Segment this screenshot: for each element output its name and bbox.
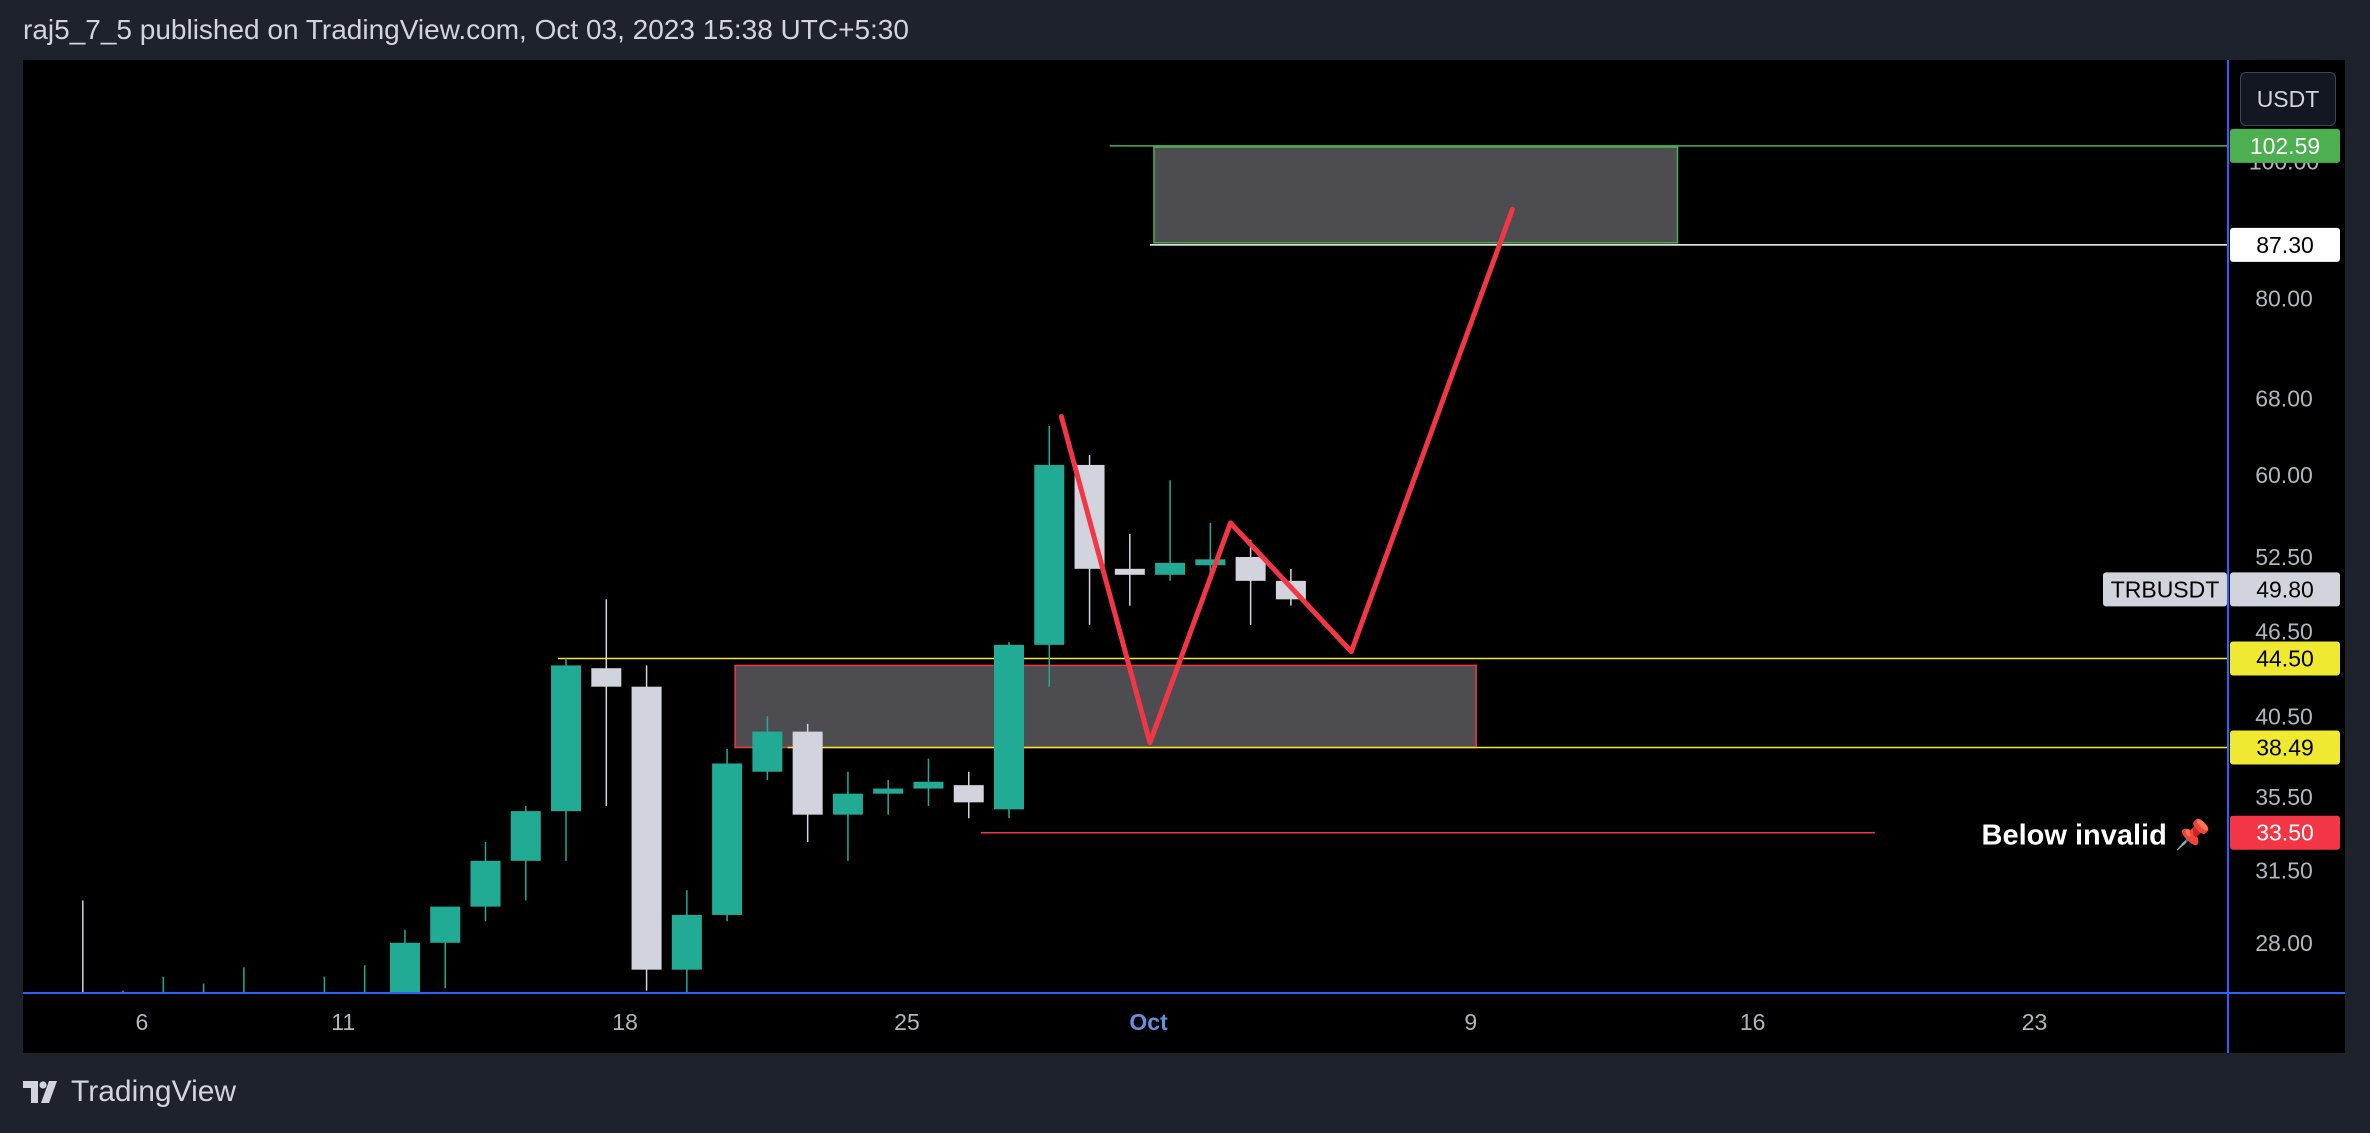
candle-body: [591, 668, 622, 687]
footer-brand: TradingView: [71, 1075, 237, 1108]
candle-body: [832, 793, 863, 815]
symbol-label: TRBUSDT: [2111, 576, 2220, 602]
candle-body: [350, 995, 380, 1002]
candle-body: [792, 731, 823, 815]
x-tick-label: 6: [135, 1009, 148, 1035]
y-tick-label: 40.50: [2255, 703, 2313, 729]
price-label-box: [2230, 572, 2340, 607]
y-tick-label: 52.50: [2255, 544, 2313, 570]
projected-path-line: [1058, 206, 1515, 746]
price-label: 102.59: [2250, 133, 2320, 159]
y-tick-label: 80.00: [2255, 286, 2313, 312]
candle-body: [1114, 568, 1145, 575]
candle-body: [510, 811, 541, 861]
y-tick-label: 68.00: [2255, 385, 2313, 411]
x-tick-label: 18: [612, 1009, 638, 1035]
chart-area[interactable]: Below invalid 📌 28.00 31.50 35.50 40.50 46.50…: [23, 60, 2345, 1053]
candle-body: [229, 1025, 259, 1048]
y-tick-label: 31.50: [2255, 857, 2313, 883]
price-label-box: [2230, 128, 2340, 163]
tradingview-logo[interactable]: TradingView: [23, 1075, 236, 1109]
candle-body: [1195, 559, 1226, 566]
candle-body: [994, 644, 1025, 810]
price-label-box: [2230, 815, 2340, 850]
candle-body: [551, 665, 582, 812]
x-tick-label: 16: [1740, 1009, 1766, 1035]
candle-body: [189, 1048, 219, 1053]
candle-body: [873, 788, 904, 794]
candle-body: [389, 942, 420, 993]
price-label-box: [2230, 730, 2340, 765]
x-tick-label: 9: [1464, 1009, 1477, 1035]
y-tick-label: 35.50: [2255, 784, 2313, 810]
price-label: 44.50: [2256, 645, 2314, 671]
candlestick-chart[interactable]: Below invalid 📌 28.00 31.50 35.50 40.50 46.50…: [23, 60, 2345, 1053]
candle-body: [671, 914, 702, 970]
candle-body: [752, 731, 783, 772]
candle-body: [1034, 464, 1065, 645]
price-label-box: [2230, 641, 2340, 676]
publish-header: raj5_7_5 published on TradingView.com, O…: [23, 14, 909, 45]
candle-body: [269, 1007, 299, 1024]
price-label: 87.30: [2256, 232, 2314, 258]
y-tick-label: 28.00: [2255, 930, 2313, 956]
x-tick-label: 25: [894, 1009, 920, 1035]
currency-button[interactable]: USDT: [2240, 72, 2336, 126]
candle-body: [1155, 562, 1186, 575]
candle-body: [1235, 557, 1266, 581]
candle-body: [631, 686, 662, 970]
plot-area[interactable]: [68, 145, 2228, 1053]
price-label-box: [2230, 227, 2340, 262]
candle-body: [712, 763, 743, 915]
x-tick-label: 23: [2022, 1009, 2048, 1035]
price-label: 49.80: [2256, 576, 2314, 602]
candle-body: [913, 781, 944, 789]
candle-body: [430, 906, 461, 943]
candle-body: [470, 860, 501, 907]
x-tick-label: 11: [331, 1009, 355, 1035]
x-tick-label: Oct: [1129, 1009, 1168, 1035]
y-tick-label: 60.00: [2255, 462, 2313, 488]
candle-body: [953, 785, 984, 803]
invalid-annotation: Below invalid 📌: [1982, 817, 2211, 852]
price-label: 33.50: [2256, 820, 2314, 846]
symbol-label-box: [2103, 572, 2227, 607]
zone-box-0: [1153, 146, 1679, 244]
zone-box-1: [734, 664, 1477, 749]
price-label: 38.49: [2256, 735, 2314, 761]
tradingview-logo-icon: [23, 1081, 57, 1103]
y-tick-label: 46.50: [2255, 618, 2313, 644]
